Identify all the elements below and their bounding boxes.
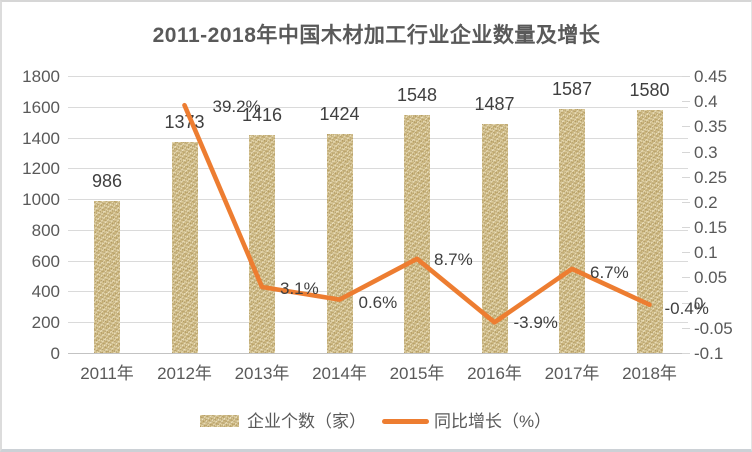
bar-value-label: 986 bbox=[91, 171, 123, 192]
y-axis-tick-label: 0 bbox=[50, 344, 60, 363]
y2-axis-tick-label: 0 bbox=[694, 293, 704, 313]
y2-axis-tick-label: 0.4 bbox=[694, 92, 718, 112]
grid-line bbox=[68, 322, 688, 324]
y-axis-tick-label: 1600 bbox=[22, 97, 60, 117]
line-value-label: 39.2% bbox=[212, 97, 261, 117]
y2-axis-tick-mark bbox=[682, 126, 690, 128]
bar bbox=[171, 141, 198, 353]
line-value-label: -0.4% bbox=[664, 298, 709, 318]
y-axis-tick-label: 400 bbox=[31, 282, 60, 302]
y2-axis-tick-mark bbox=[682, 176, 690, 178]
grid-line bbox=[68, 260, 688, 262]
bar-value-label: 1424 bbox=[319, 103, 360, 124]
line-value-label: 6.7% bbox=[590, 262, 629, 282]
x-axis-label: 2012年 bbox=[157, 364, 212, 383]
legend-bar-swatch bbox=[200, 415, 239, 427]
x-axis-label: 2018年 bbox=[622, 364, 677, 383]
y2-axis-tick-label: -0.05 bbox=[694, 318, 733, 338]
y2-axis-tick-mark bbox=[682, 277, 690, 279]
x-axis-label: 2014年 bbox=[312, 364, 367, 383]
x-axis-label: 2015年 bbox=[389, 364, 445, 383]
y-axis-tick-label: 1200 bbox=[22, 159, 60, 179]
y2-axis-tick-label: 0.05 bbox=[694, 268, 728, 288]
y2-axis-tick-mark bbox=[682, 327, 690, 329]
legend-line-label: 同比增长（%） bbox=[434, 412, 552, 431]
bar-value-label: 1373 bbox=[164, 111, 205, 132]
y-axis-tick-label: 1000 bbox=[22, 190, 60, 210]
y2-axis-tick-mark bbox=[682, 101, 690, 103]
y-axis-tick-label: 200 bbox=[31, 313, 60, 333]
y2-axis-tick-label: 0.25 bbox=[694, 167, 728, 187]
line-value-label: 3.1% bbox=[280, 279, 319, 299]
y-axis-tick-label: 800 bbox=[31, 220, 60, 240]
y2-axis-tick-label: 0.1 bbox=[694, 243, 718, 263]
y2-axis-tick-mark bbox=[682, 151, 690, 153]
bar bbox=[559, 108, 585, 353]
bar bbox=[636, 109, 663, 353]
bar bbox=[249, 135, 275, 353]
x-axis-label: 2017年 bbox=[544, 364, 600, 383]
bar-value-label: 1548 bbox=[396, 84, 438, 105]
grid-line bbox=[68, 137, 688, 139]
y2-axis-tick-mark bbox=[682, 76, 690, 77]
y2-axis-tick-label: 0.15 bbox=[694, 218, 728, 238]
bar-value-label: 1580 bbox=[629, 79, 670, 100]
bar bbox=[94, 201, 120, 353]
y2-axis-tick-mark bbox=[682, 227, 690, 229]
x-axis-label: 2013年 bbox=[234, 364, 290, 383]
line-value-label: -3.9% bbox=[513, 313, 558, 333]
grid-line bbox=[68, 229, 688, 231]
bar-value-label: 1487 bbox=[474, 94, 515, 115]
y2-axis-tick-label: 0.3 bbox=[694, 142, 718, 162]
line-value-label: 0.6% bbox=[358, 292, 398, 312]
legend-bar-label: 企业个数（家） bbox=[247, 412, 366, 431]
bar bbox=[481, 124, 508, 353]
y2-axis-tick-label: 0.2 bbox=[694, 192, 718, 212]
y2-axis-tick-label: 0.35 bbox=[694, 117, 728, 137]
y-axis-tick-label: 1800 bbox=[22, 67, 60, 86]
grid-line bbox=[68, 76, 688, 77]
x-axis-label: 2016年 bbox=[467, 364, 522, 383]
x-axis-line bbox=[68, 353, 688, 354]
y2-axis-tick-mark bbox=[682, 201, 690, 203]
y2-axis-tick-mark bbox=[682, 353, 690, 354]
y2-axis-tick-mark bbox=[682, 252, 690, 254]
chart-title: 2011-2018年中国木材加工行业企业数量及增长 bbox=[152, 24, 601, 47]
grid-line bbox=[68, 106, 688, 108]
y2-axis-tick-label: -0.1 bbox=[694, 344, 724, 363]
line-value-label: 8.7% bbox=[434, 249, 473, 269]
bar bbox=[326, 133, 353, 353]
bar bbox=[404, 114, 430, 353]
legend-line-swatch bbox=[382, 419, 429, 424]
y2-axis-tick-mark bbox=[682, 302, 690, 304]
y-axis-tick-label: 600 bbox=[31, 251, 60, 271]
y-axis-tick-label: 1400 bbox=[22, 128, 60, 148]
bar-value-label: 1587 bbox=[551, 78, 593, 99]
y2-axis-tick-label: 0.45 bbox=[694, 67, 728, 86]
grid-line bbox=[68, 199, 688, 201]
x-axis-label: 2011年 bbox=[80, 364, 134, 383]
grid-line bbox=[68, 168, 688, 170]
